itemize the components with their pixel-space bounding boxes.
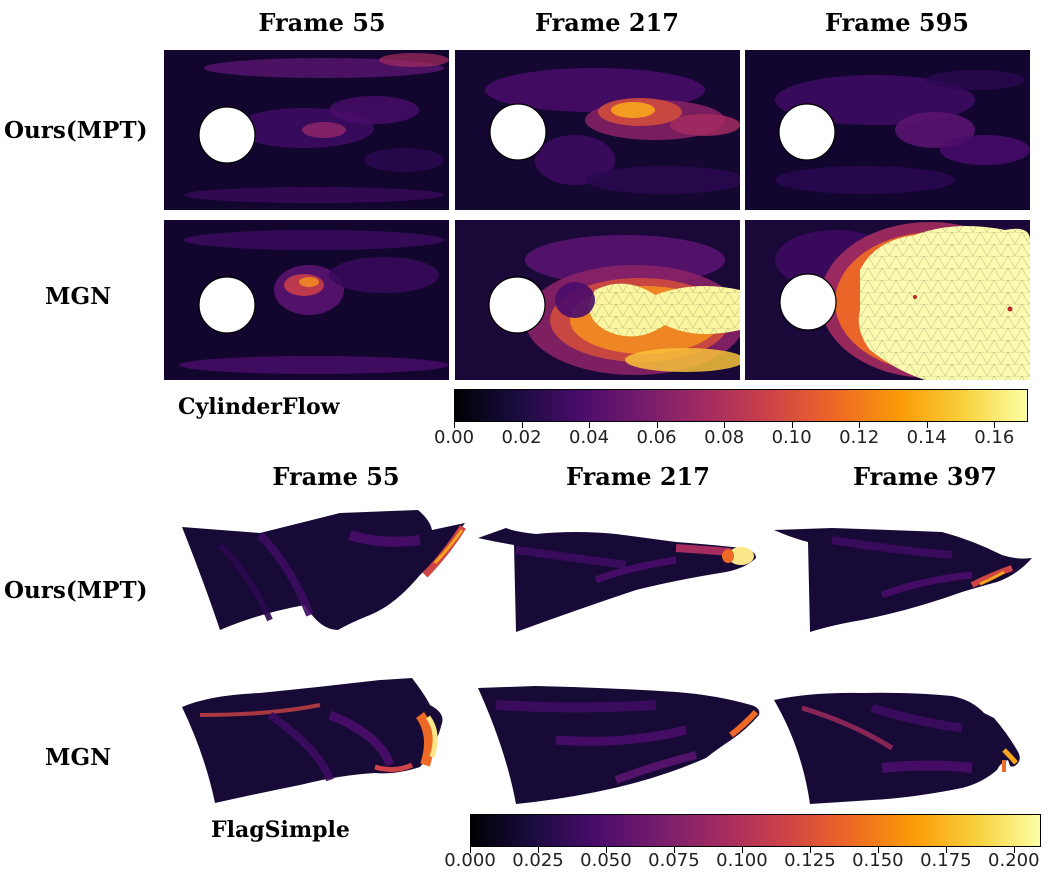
colorbar-tick-label: 0.04 (569, 427, 610, 448)
cylinder-ours-frame-595-field (745, 50, 1030, 210)
flag-ours-frame-217-surface (478, 528, 756, 632)
colorbar-tick-mark (994, 422, 996, 428)
cylinder-dataset-label: CylinderFlow (178, 394, 340, 420)
colorbar-tick-label: 0.100 (716, 850, 768, 871)
cylinder-mgn-frame-55-field (164, 220, 449, 380)
flag-col-title-3: Frame 397 (853, 462, 997, 491)
colorbar-tick-label: 0.050 (580, 850, 632, 871)
colorbar-tick-mark (859, 422, 861, 428)
colorbar-tick-label: 0.000 (444, 850, 496, 871)
flag-row-title-ours: Ours(MPT) (4, 577, 148, 604)
colorbar-tick-mark (589, 422, 591, 428)
colorbar-tick-label: 0.125 (784, 850, 836, 871)
colorbar-tick-mark (470, 847, 471, 853)
colorbar-tick-mark (791, 422, 793, 428)
colorbar-tick-mark (877, 847, 879, 853)
colorbar-tick-label: 0.10 (771, 427, 812, 448)
colorbar-tick-mark (673, 847, 675, 853)
colorbar-tick-mark (1013, 847, 1015, 853)
cylinder-col-title-2: Frame 217 (535, 8, 679, 37)
colorbar-tick-mark (809, 847, 811, 853)
colorbar-tick-label: 0.06 (636, 427, 677, 448)
colorbar-tick-mark (926, 422, 928, 428)
mesh-overlay (589, 226, 1030, 380)
flag-ours-frame-55-surface (182, 510, 466, 630)
colorbar-tick-label: 0.200 (988, 850, 1040, 871)
colorbar-tick-label: 0.150 (852, 850, 904, 871)
flag-colorbar (470, 814, 1041, 847)
cylinder-colorbar (454, 389, 1028, 422)
colorbar-tick-label: 0.075 (648, 850, 700, 871)
colorbar-tick-label: 0.12 (839, 427, 880, 448)
flag-ours-frame-397-surface (774, 528, 1032, 632)
cylinder-obstacle (488, 276, 546, 334)
cylinder-ours-frame-217-field (455, 50, 740, 210)
colorbar-tick-label: 0.16 (974, 427, 1015, 448)
cylinder-obstacle (779, 273, 837, 331)
colorbar-tick-label: 0.00 (433, 427, 475, 448)
cylinder-obstacle (489, 103, 547, 161)
cylinder-col-title-3: Frame 595 (825, 8, 969, 37)
colorbar-tick-mark (521, 422, 523, 428)
colorbar-tick-label: 0.14 (906, 427, 947, 448)
flag-col-title-2: Frame 217 (566, 462, 710, 491)
flag-row-title-mgn: MGN (45, 744, 112, 771)
colorbar-tick-mark (454, 422, 455, 428)
flag-mgn-frame-217-surface (478, 686, 760, 804)
colorbar-tick-mark (537, 847, 539, 853)
colorbar-tick-mark (656, 422, 658, 428)
cylinder-row-title-ours: Ours(MPT) (4, 117, 148, 144)
flag-mgn-frame-55-surface (182, 678, 443, 803)
colorbar-tick-mark (945, 847, 947, 853)
colorbar-tick-mark (724, 422, 726, 428)
cylinder-obstacle (198, 106, 256, 164)
colorbar-tick-label: 0.175 (920, 850, 972, 871)
cylinder-obstacle (778, 103, 836, 161)
flag-col-title-1: Frame 55 (272, 462, 400, 491)
colorbar-tick-label: 0.025 (512, 850, 564, 871)
colorbar-tick-mark (741, 847, 743, 853)
flag-mgn-frame-397-surface (774, 692, 1020, 804)
colorbar-tick-mark (605, 847, 607, 853)
cylinder-col-title-1: Frame 55 (258, 8, 386, 37)
cylinder-ours-frame-55-field (164, 50, 449, 210)
flag-dataset-label: FlagSimple (211, 817, 350, 843)
cylinder-row-title-mgn: MGN (45, 283, 112, 310)
colorbar-tick-label: 0.08 (704, 427, 745, 448)
colorbar-tick-label: 0.02 (501, 427, 542, 448)
cylinder-obstacle (198, 276, 256, 334)
